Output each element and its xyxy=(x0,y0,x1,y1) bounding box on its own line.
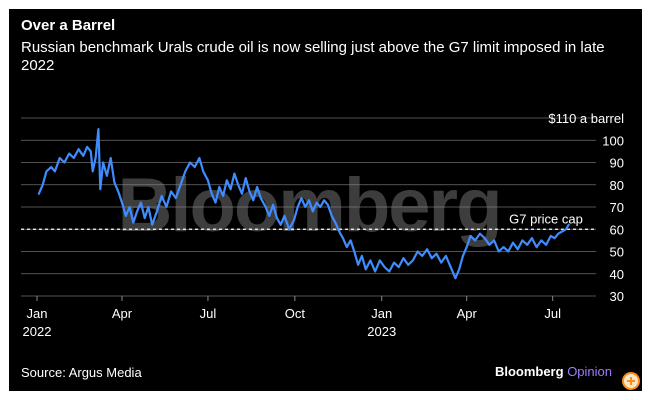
y-tick-label-80: 80 xyxy=(610,178,624,193)
x-year-label-0: 2022 xyxy=(23,324,52,339)
series-line-urals xyxy=(37,127,570,280)
x-tick-label-0: Jan xyxy=(27,306,48,321)
y-tick-label-40: 40 xyxy=(610,267,624,282)
y-tick-label-60: 60 xyxy=(610,222,624,237)
brand-main: Bloomberg xyxy=(494,364,564,379)
bloomberg-watermark: Bloomberg xyxy=(117,163,500,248)
line-chart: Bloomberg 30 40 50 60 70 80 90 100 $110 a barrel J… xyxy=(21,111,624,339)
y-tick-label-110: $110 a barrel xyxy=(548,111,624,126)
source-note: Source: Argus Media xyxy=(21,365,142,380)
chart-card: Over a Barrel Russian benchmark Urals cr… xyxy=(9,9,642,391)
x-year-label-4: 2023 xyxy=(367,324,396,339)
y-tick-label-50: 50 xyxy=(610,245,624,260)
y-tick-label-100: 100 xyxy=(602,133,624,148)
zoom-in-icon[interactable] xyxy=(622,372,640,390)
price-cap-label: G7 price cap xyxy=(509,211,583,226)
y-tick-label-30: 30 xyxy=(610,289,624,304)
y-tick-label-90: 90 xyxy=(610,156,624,171)
x-tick-label-1: Apr xyxy=(112,306,133,321)
x-tick-label-5: Apr xyxy=(457,306,478,321)
chart-title: Over a Barrel xyxy=(21,17,116,34)
brand-sub: Opinion xyxy=(567,364,612,379)
x-tick-label-4: Jan xyxy=(371,306,392,321)
brand-logo: Bloomberg Opinion xyxy=(495,364,612,379)
x-tick-label-6: Jul xyxy=(544,306,561,321)
chart-subtitle: Russian benchmark Urals crude oil is now… xyxy=(21,39,605,74)
x-tick-label-3: Oct xyxy=(285,306,306,321)
x-tick-label-2: Jul xyxy=(200,306,217,321)
y-tick-label-70: 70 xyxy=(610,200,624,215)
